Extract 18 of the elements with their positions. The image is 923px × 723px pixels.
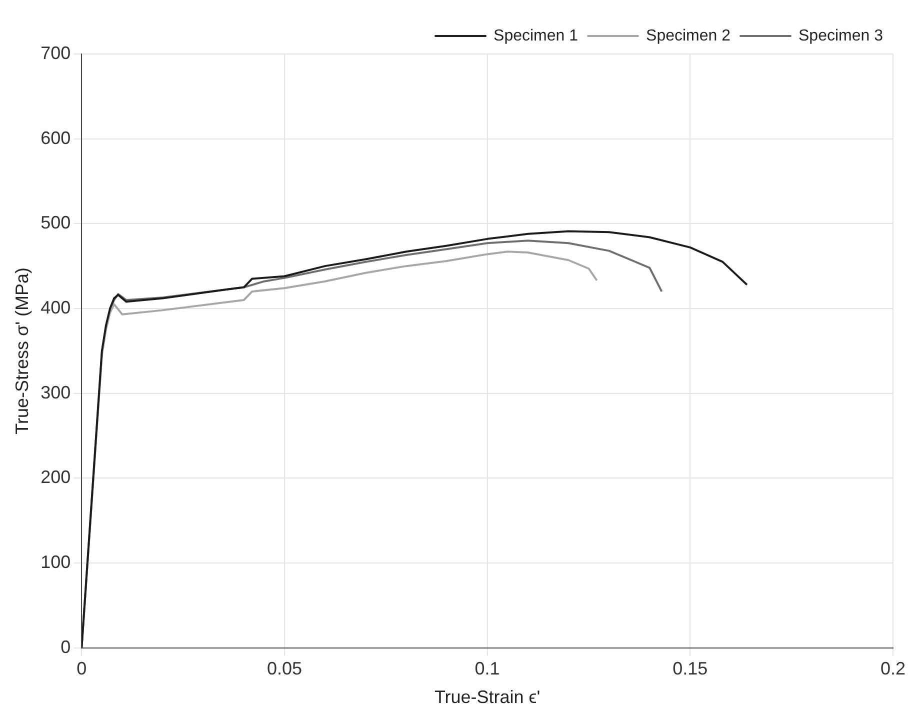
legend-label: Specimen 3 [798, 27, 884, 44]
x-axis-title: True-Strain ϵ' [434, 687, 540, 708]
y-tick-label: 400 [40, 297, 71, 318]
y-tick-label: 500 [40, 212, 71, 233]
x-tick-label: 0 [76, 658, 87, 679]
y-tick-label: 700 [40, 42, 71, 63]
legend-label: Specimen 2 [646, 27, 731, 44]
x-tick-label: 0.2 [880, 658, 906, 679]
y-tick-label: 100 [40, 552, 71, 572]
x-tick-label: 0.1 [474, 658, 500, 679]
y-axis-title: True-Stress σ' (MPa) [12, 267, 32, 434]
legend-label: Specimen 1 [494, 27, 578, 44]
y-tick-label: 300 [40, 382, 71, 402]
y-tick-label: 0 [60, 636, 71, 657]
x-tick-label: 0.05 [266, 658, 302, 679]
y-tick-label: 600 [40, 128, 71, 148]
x-tick-label: 0.15 [672, 658, 708, 679]
y-tick-label: 200 [40, 467, 71, 488]
